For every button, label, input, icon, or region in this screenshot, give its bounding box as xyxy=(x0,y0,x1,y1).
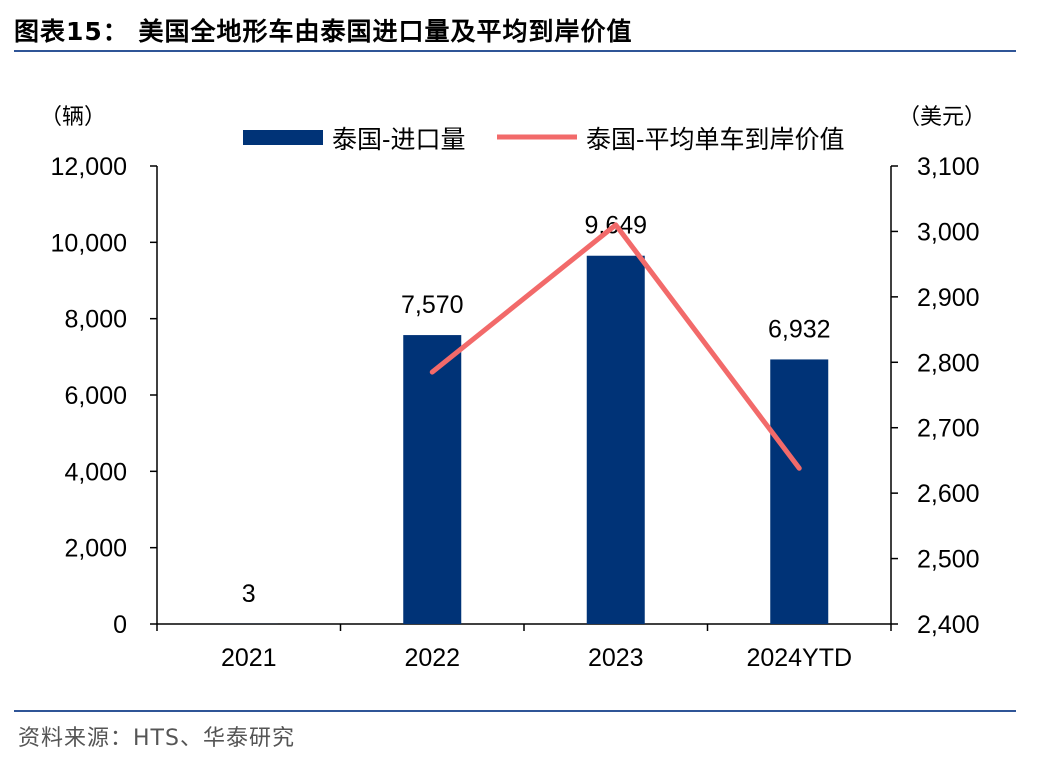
left-tick-label: 8,000 xyxy=(64,306,127,334)
left-axis-label: （辆） xyxy=(40,105,106,130)
bar xyxy=(403,335,462,624)
x-tick-label: 2023 xyxy=(588,644,644,672)
right-tick-label: 2,900 xyxy=(917,284,980,312)
bar-data-label: 3 xyxy=(242,580,256,608)
right-tick-label: 3,000 xyxy=(917,218,980,246)
x-tick-label: 2021 xyxy=(221,644,277,672)
legend-label-bar: 泰国-进口量 xyxy=(332,125,465,154)
page-title: 图表15： 美国全地形车由泰国进口量及平均到岸价值 xyxy=(14,17,633,46)
x-tick-label: 2022 xyxy=(404,644,460,672)
left-tick-label: 2,000 xyxy=(64,535,127,563)
x-tick-label: 2024YTD xyxy=(746,644,852,672)
left-tick-label: 6,000 xyxy=(64,382,127,410)
legend-label-line: 泰国-平均单车到岸价值 xyxy=(586,125,844,154)
bar-data-label: 6,932 xyxy=(768,315,831,343)
source-note: 资料来源：HTS、华泰研究 xyxy=(18,726,295,751)
left-tick-label: 4,000 xyxy=(64,458,127,486)
right-tick-label: 3,100 xyxy=(917,153,980,181)
footer-divider xyxy=(14,710,1016,712)
right-axis-label: （美元） xyxy=(898,105,986,130)
bar xyxy=(770,359,829,624)
chart: 0 2,000 4,000 6,000 8,000 10,000 12,000 2,400 2,… xyxy=(40,105,986,672)
right-tick-label: 2,600 xyxy=(917,480,980,508)
left-tick-label: 0 xyxy=(113,611,127,639)
right-tick-label: 2,400 xyxy=(917,611,980,639)
left-tick-label: 12,000 xyxy=(51,153,127,181)
right-tick-label: 2,500 xyxy=(917,546,980,574)
right-tick-label: 2,800 xyxy=(917,349,980,377)
right-tick-label: 2,700 xyxy=(917,415,980,443)
left-tick-label: 10,000 xyxy=(51,229,127,257)
legend-swatch-bar xyxy=(243,130,323,145)
bar-data-label: 7,570 xyxy=(401,291,464,319)
bar xyxy=(586,255,645,624)
title-divider xyxy=(14,50,1016,52)
